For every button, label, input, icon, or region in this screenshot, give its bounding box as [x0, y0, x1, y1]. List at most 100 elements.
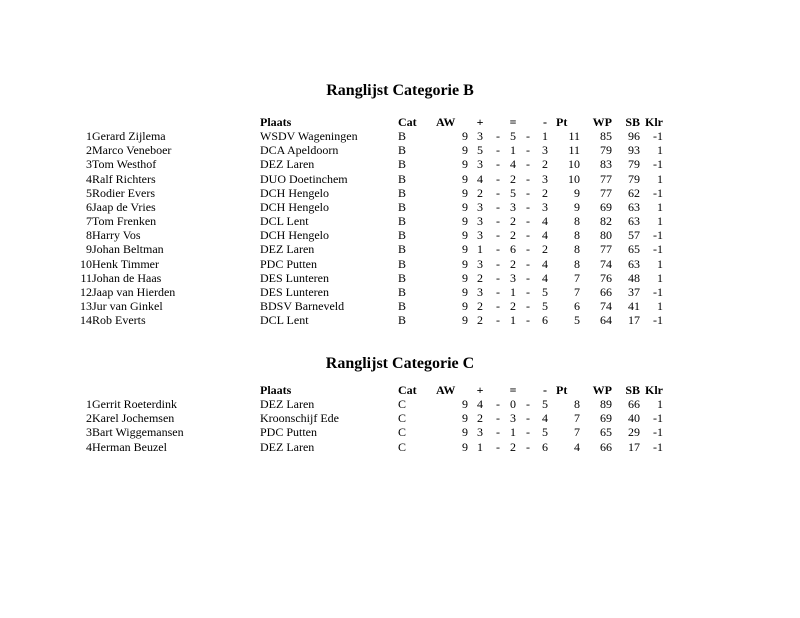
cell-draws: 1	[510, 284, 516, 299]
header-aw: AW	[436, 115, 456, 129]
cell-rank: 7	[86, 214, 92, 229]
cell-klr: -1	[653, 425, 663, 440]
table-row: 1 Gerard Zijlema WSDV Wageningen B 9 3-5-1 11 8…	[78, 129, 663, 143]
header-spacer	[522, 383, 534, 397]
cell-aw: 9	[462, 199, 468, 214]
cell-plaats: PDC Putten	[260, 425, 318, 440]
cell-wp: 69	[600, 411, 612, 426]
score-separator: -	[496, 242, 500, 257]
cell-losses: 3	[542, 143, 548, 158]
cell-wins: 2	[477, 270, 483, 285]
cell-draws: 2	[510, 256, 516, 271]
score-separator: -	[496, 143, 500, 158]
header-eq: =	[509, 383, 517, 397]
cell-wins: 4	[477, 171, 483, 186]
cell-pt: 10	[568, 171, 580, 186]
score-separator: -	[526, 256, 530, 271]
cell-cat: B	[398, 256, 407, 271]
header-minus: -	[543, 383, 547, 397]
header-minus: -	[543, 115, 547, 129]
cell-wins: 4	[477, 397, 483, 412]
cell-losses: 5	[542, 284, 548, 299]
cell-plaats: DCL Lent	[260, 214, 309, 229]
cell-rank: 14	[80, 313, 92, 328]
cell-klr: 1	[657, 143, 663, 158]
cell-losses: 5	[542, 425, 548, 440]
cell-losses: 4	[542, 411, 548, 426]
cell-cat: B	[398, 199, 407, 214]
cell-sb: 57	[628, 228, 640, 243]
score-separator: -	[526, 425, 530, 440]
header-rank	[78, 115, 92, 129]
cell-klr: 1	[657, 397, 663, 412]
cell-aw: 9	[462, 284, 468, 299]
cell-draws: 2	[510, 439, 516, 454]
cell-losses: 6	[542, 313, 548, 328]
cell-draws: 4	[510, 157, 516, 172]
cell-cat: C	[398, 439, 407, 454]
cell-player-name: Rob Everts	[92, 313, 146, 328]
header-plus: +	[476, 115, 484, 129]
cell-aw: 9	[462, 129, 468, 144]
cell-wins: 3	[477, 129, 483, 144]
cell-player-name: Johan de Haas	[92, 270, 162, 285]
cell-cat: B	[398, 313, 407, 328]
cell-aw: 9	[462, 397, 468, 412]
cell-wins: 1	[477, 242, 483, 257]
header-wp: WP	[592, 383, 612, 397]
cell-pt: 10	[568, 157, 580, 172]
table-body: 1 Gerrit Roeterdink DEZ Laren C 9 4-0-5 8 89 66 1…	[78, 397, 663, 454]
table-row: 5 Rodier Evers DCH Hengelo B 9 2-5-2 9 77 62 -1	[78, 186, 663, 200]
cell-draws: 3	[510, 199, 516, 214]
cell-aw: 9	[462, 242, 468, 257]
cell-sb: 48	[628, 270, 640, 285]
cell-draws: 2	[510, 228, 516, 243]
table-row: 6 Jaap de Vries DCH Hengelo B 9 3-3-3 9 69 63 1	[78, 200, 663, 214]
cell-rank: 8	[86, 228, 92, 243]
score-separator: -	[496, 129, 500, 144]
cell-losses: 5	[542, 397, 548, 412]
cell-aw: 9	[462, 411, 468, 426]
header-cat: Cat	[398, 115, 417, 129]
score-separator: -	[496, 299, 500, 314]
cell-wp: 64	[600, 313, 612, 328]
cell-player-name: Rodier Evers	[92, 185, 155, 200]
cell-sb: 93	[628, 143, 640, 158]
cell-draws: 0	[510, 397, 516, 412]
cell-wins: 3	[477, 425, 483, 440]
cell-plaats: BDSV Barneveld	[260, 299, 345, 314]
cell-wins: 2	[477, 411, 483, 426]
cell-wins: 5	[477, 143, 483, 158]
cell-pt: 8	[574, 228, 580, 243]
cell-klr: -1	[653, 228, 663, 243]
score-separator: -	[526, 284, 530, 299]
cell-klr: -1	[653, 439, 663, 454]
score-separator: -	[526, 228, 530, 243]
table-row: 4 Herman Beuzel DEZ Laren C 9 1-2-6 4 66 17 -1	[78, 440, 663, 454]
cell-wins: 2	[477, 313, 483, 328]
cell-wp: 89	[600, 397, 612, 412]
score-separator: -	[496, 397, 500, 412]
cell-wp: 74	[600, 299, 612, 314]
cell-pt: 8	[574, 242, 580, 257]
cell-player-name: Karel Jochemsen	[92, 411, 175, 426]
cell-wp: 76	[600, 270, 612, 285]
cell-sb: 37	[628, 284, 640, 299]
score-separator: -	[526, 199, 530, 214]
cell-wins: 2	[477, 299, 483, 314]
header-spacer	[492, 383, 504, 397]
cell-plaats: DES Lunteren	[260, 270, 329, 285]
cell-rank: 6	[86, 199, 92, 214]
cell-draws: 3	[510, 411, 516, 426]
table-row: 2 Marco Veneboer DCA Apeldoorn B 9 5-1-3 11 79 9…	[78, 143, 663, 157]
cell-rank: 12	[80, 284, 92, 299]
cell-aw: 9	[462, 228, 468, 243]
cell-wins: 3	[477, 157, 483, 172]
cell-plaats: PDC Putten	[260, 256, 318, 271]
cell-cat: B	[398, 185, 407, 200]
cell-cat: B	[398, 270, 407, 285]
table-body: 1 Gerard Zijlema WSDV Wageningen B 9 3-5-1 11 8…	[78, 129, 663, 327]
cell-aw: 9	[462, 214, 468, 229]
table-row: 14 Rob Everts DCL Lent B 9 2-1-6 5 64 17 -1	[78, 313, 663, 327]
header-name	[92, 115, 260, 129]
